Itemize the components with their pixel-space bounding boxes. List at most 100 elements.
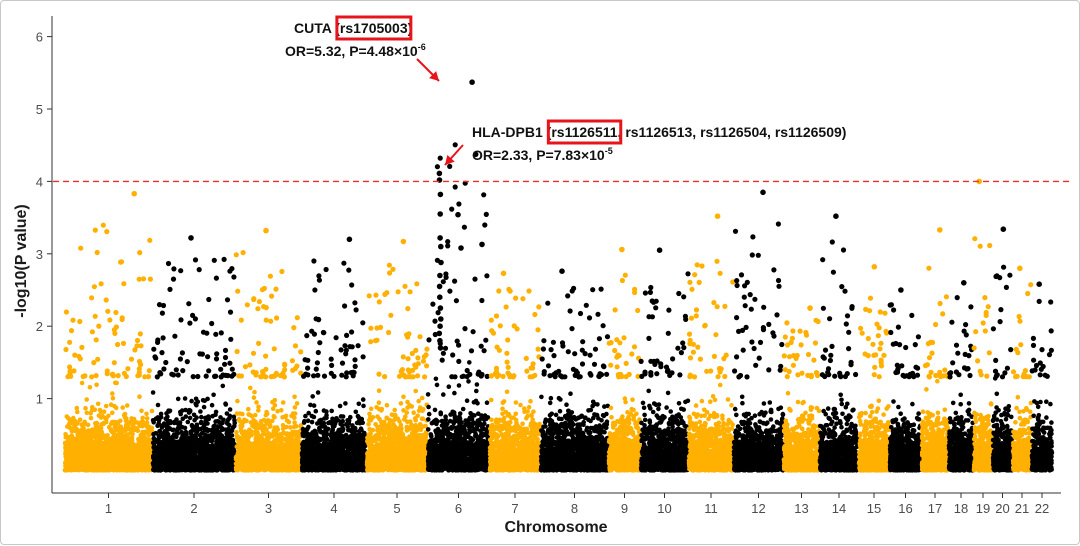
data-point <box>211 393 216 398</box>
data-point <box>80 454 85 459</box>
data-point <box>281 427 286 432</box>
data-point <box>235 435 240 440</box>
data-point <box>111 396 116 401</box>
data-point <box>110 467 115 472</box>
data-point <box>283 431 288 436</box>
data-point <box>99 415 104 420</box>
data-point <box>114 381 119 386</box>
data-point <box>120 430 125 435</box>
data-point <box>214 439 219 444</box>
data-point <box>192 418 197 423</box>
data-point <box>231 274 236 279</box>
data-point <box>182 435 187 440</box>
data-point <box>86 428 91 433</box>
data-point <box>225 297 230 302</box>
data-point <box>183 396 188 401</box>
data-point <box>157 370 162 375</box>
data-point <box>101 223 106 228</box>
data-point <box>230 367 235 372</box>
data-point <box>183 408 188 413</box>
data-point <box>99 422 104 427</box>
data-point <box>78 431 83 436</box>
data-point <box>187 321 192 326</box>
data-point <box>104 229 109 234</box>
data-point <box>185 468 190 473</box>
data-point <box>222 257 227 262</box>
data-point <box>125 427 130 432</box>
data-point <box>154 464 159 469</box>
data-point <box>194 464 199 469</box>
data-point <box>144 412 149 417</box>
data-point <box>183 426 188 431</box>
data-point <box>156 403 161 408</box>
data-point <box>100 463 105 468</box>
data-point <box>72 424 77 429</box>
data-point <box>168 464 173 469</box>
data-point <box>90 449 95 454</box>
data-point <box>105 371 110 376</box>
data-point <box>254 400 259 405</box>
data-point <box>128 431 133 436</box>
data-point <box>93 228 98 233</box>
data-point <box>210 414 215 419</box>
data-point <box>148 277 153 282</box>
data-point <box>82 461 87 466</box>
data-point <box>225 421 230 426</box>
data-point <box>216 424 221 429</box>
data-point <box>73 419 78 424</box>
data-point <box>216 452 221 457</box>
data-point <box>227 416 232 421</box>
data-point <box>223 348 228 353</box>
data-point <box>296 432 301 437</box>
data-point <box>216 446 221 451</box>
data-point <box>178 268 183 273</box>
data-point <box>256 405 261 410</box>
data-point <box>168 409 173 414</box>
data-point <box>95 425 100 430</box>
data-point <box>89 295 94 300</box>
data-point <box>228 337 233 342</box>
data-point <box>174 367 179 372</box>
data-point <box>230 466 235 471</box>
data-point <box>191 452 196 457</box>
peak-point <box>188 235 194 241</box>
data-point <box>127 462 132 467</box>
data-point <box>146 452 151 457</box>
data-point <box>159 466 164 471</box>
data-point <box>171 266 176 271</box>
data-point <box>201 330 206 335</box>
data-point <box>125 403 130 408</box>
data-point <box>174 417 179 422</box>
data-point <box>93 314 98 319</box>
data-point <box>178 317 183 322</box>
data-point <box>137 359 142 364</box>
data-point <box>112 454 117 459</box>
data-point <box>194 457 199 462</box>
data-point <box>157 418 162 423</box>
data-point <box>104 420 109 425</box>
data-point <box>140 442 145 447</box>
data-point <box>112 327 117 332</box>
data-point <box>121 467 126 472</box>
data-point <box>200 443 205 448</box>
data-point <box>151 347 156 352</box>
data-point <box>95 467 100 472</box>
data-point <box>104 450 109 455</box>
data-point <box>63 445 68 450</box>
data-point <box>202 467 207 472</box>
data-point <box>207 428 212 433</box>
data-point <box>76 354 81 359</box>
data-point <box>80 423 85 428</box>
data-point <box>246 407 251 412</box>
data-point <box>171 277 176 282</box>
data-point <box>232 421 237 426</box>
data-point <box>162 423 167 428</box>
data-point <box>140 465 145 470</box>
data-point <box>93 408 98 413</box>
data-point <box>203 416 208 421</box>
data-point <box>198 437 203 442</box>
data-point <box>112 360 117 365</box>
data-point <box>89 458 94 463</box>
data-point <box>81 435 86 440</box>
